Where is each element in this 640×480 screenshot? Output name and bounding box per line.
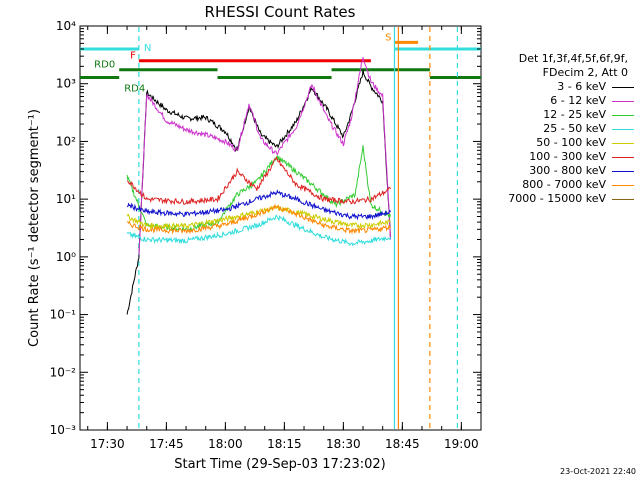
series-line-800-7000-kev <box>126 204 391 235</box>
legend-swatch <box>612 184 634 186</box>
flag-label-rd0: RD0 <box>94 60 115 71</box>
legend-swatch <box>612 170 634 172</box>
series-line-3-6-kev <box>126 69 391 315</box>
series-lines <box>126 57 391 315</box>
legend-item-50-100-kev: 50 - 100 keV <box>484 136 634 150</box>
x-tick-label: 18:30 <box>326 437 361 451</box>
chart-title: RHESSI Count Rates <box>205 3 356 21</box>
y-tick-label: 10⁰ <box>56 250 76 264</box>
legend-item-800-7000-kev: 800 - 7000 keV <box>484 178 634 192</box>
legend-swatch <box>612 156 634 158</box>
flag-label-s: S <box>385 32 391 43</box>
series-line-300-800-kev <box>126 189 391 221</box>
x-tick-label: 18:15 <box>267 437 302 451</box>
legend-entries: 3 - 6 keV 6 - 12 keV 12 - 25 keV 25 - 50 ke… <box>484 80 634 206</box>
legend-label: 100 - 300 keV <box>529 150 606 163</box>
footer-timestamp: 23-Oct-2021 22:40 <box>560 467 636 476</box>
axes-ticks: 10⁻³ 10⁻² 10⁻¹ 10⁰ 10¹ 10² 10³ 10⁴ 17:30 17:45 18:… <box>50 19 482 451</box>
legend-swatch <box>612 86 634 88</box>
legend-header-line-2: FDecim 2, Att 0 <box>542 66 628 79</box>
legend-swatch <box>612 198 634 200</box>
legend-item-3-6-kev: 3 - 6 keV <box>484 80 634 94</box>
legend-item-25-50-kev: 25 - 50 keV <box>484 122 634 136</box>
flag-label-n: N <box>144 43 151 54</box>
flag-bars: NF S RD0 RD4 <box>80 32 481 95</box>
legend-item-7000-15000-kev: 7000 - 15000 keV <box>484 192 634 206</box>
legend-swatch <box>612 128 634 130</box>
series-line-50-100-kev <box>126 204 391 230</box>
series-line-25-50-kev <box>126 214 391 247</box>
series-line-6-12-kev <box>138 57 391 255</box>
flag-label-f: F <box>130 51 136 62</box>
legend-item-12-25-kev: 12 - 25 keV <box>484 108 634 122</box>
legend-label: 6 - 12 keV <box>550 94 606 107</box>
x-tick-label: 18:45 <box>385 437 420 451</box>
x-tick-label: 17:30 <box>90 437 125 451</box>
legend-label: 3 - 6 keV <box>557 80 606 93</box>
y-tick-label: 10⁴ <box>56 19 76 33</box>
series-line-100-300-kev <box>126 156 391 206</box>
y-tick-label: 10¹ <box>56 192 76 206</box>
legend-item-100-300-kev: 100 - 300 keV <box>484 150 634 164</box>
legend-swatch <box>612 142 634 144</box>
legend-label: 800 - 7000 keV <box>522 178 606 191</box>
legend: Det 1f,3f,4f,5f,6f,9f, FDecim 2, Att 0 3… <box>484 52 634 206</box>
legend-label: 300 - 800 keV <box>529 164 606 177</box>
y-tick-label: 10⁻¹ <box>50 308 77 322</box>
y-tick-label: 10⁻² <box>50 365 77 379</box>
legend-label: 7000 - 15000 keV <box>508 192 606 205</box>
legend-item-300-800-kev: 300 - 800 keV <box>484 164 634 178</box>
legend-header-line-1: Det 1f,3f,4f,5f,6f,9f, <box>518 52 628 65</box>
legend-label: 12 - 25 keV <box>543 108 606 121</box>
y-axis-label: Count Rate (s⁻¹ detector segment⁻¹) <box>27 109 42 347</box>
legend-label: 25 - 50 keV <box>543 122 606 135</box>
plot-frame <box>79 25 482 431</box>
x-tick-label: 19:00 <box>444 437 479 451</box>
legend-swatch <box>612 100 634 102</box>
x-tick-label: 17:45 <box>149 437 184 451</box>
y-tick-label: 10³ <box>56 77 76 91</box>
x-axis-label: Start Time (29-Sep-03 17:23:02) <box>174 457 385 472</box>
x-tick-label: 18:00 <box>208 437 243 451</box>
flag-label-rd4: RD4 <box>124 84 145 95</box>
legend-label: 50 - 100 keV <box>536 136 606 149</box>
legend-item-6-12-kev: 6 - 12 keV <box>484 94 634 108</box>
y-tick-label: 10² <box>56 134 76 148</box>
legend-swatch <box>612 114 634 116</box>
y-tick-label: 10⁻³ <box>50 423 77 437</box>
